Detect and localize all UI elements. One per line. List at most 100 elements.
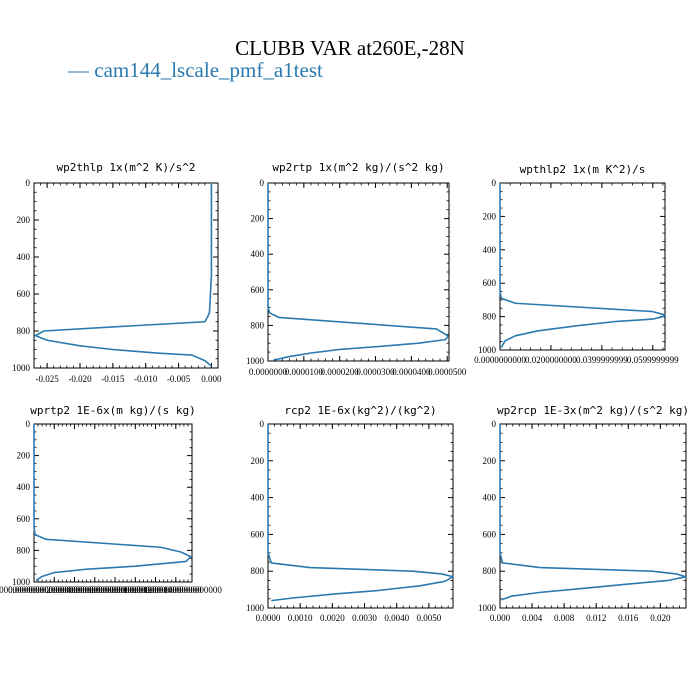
panel-title: wprtp2 1E-6x(m kg)/(s kg) (30, 404, 196, 417)
x-tick-label: 0.020 (650, 613, 671, 623)
chart-panel-2: wp2rtp 1x(m^2 kg)/(s^2 kg) 0 200 400 600 800 1… (246, 161, 467, 377)
y-tick-label: 800 (17, 326, 31, 336)
x-tick-label: 0.0000001000000000000 (89, 585, 182, 595)
panel-title: wp2rtp 1x(m^2 kg)/(s^2 kg) (272, 161, 444, 174)
y-tick-label: 800 (251, 566, 265, 576)
y-tick-label: 1000 (12, 577, 31, 587)
chart-panel-5: rcp2 1E-6x(kg^2)/(kg^2) 0 200 400 600 800 1000… (246, 404, 454, 623)
x-tick-label: -0.015 (101, 374, 125, 384)
y-tick-label: 0 (260, 178, 265, 188)
y-tick-label: 200 (251, 456, 265, 466)
y-tick-label: 400 (251, 493, 265, 503)
x-tick-label: 0.012 (586, 613, 606, 623)
x-tick-label: 0.008 (554, 613, 575, 623)
x-tick-label: 0.0020 (320, 613, 345, 623)
y-tick-label: 600 (483, 278, 497, 288)
y-tick-label: 0 (492, 419, 497, 429)
x-tick-label: 0.0000200 (321, 367, 360, 377)
figure-title: CLUBB VAR at260E,-28N (235, 36, 465, 60)
x-tick-label: 0.0010 (288, 613, 313, 623)
x-tick-label: 0.0030 (352, 613, 377, 623)
x-tick-label: 0.0599999999 (627, 355, 679, 365)
y-tick-label: 400 (17, 252, 31, 262)
panel-title: rcp2 1E-6x(kg^2)/(kg^2) (284, 404, 436, 417)
series-line-1 (267, 424, 454, 602)
y-tick-label: 600 (251, 285, 265, 295)
series-line-1 (34, 183, 213, 367)
y-tick-label: 1000 (246, 603, 265, 613)
panel-title: wp2thlp 1x(m^2 K)/s^2 (56, 161, 195, 174)
y-tick-label: 0 (26, 419, 31, 429)
y-tick-label: 0 (26, 178, 31, 188)
y-tick-label: 400 (17, 482, 31, 492)
plot-frame (267, 423, 454, 609)
y-tick-label: 1000 (246, 356, 265, 366)
x-tick-label: 0.0000000800000000000 (69, 585, 162, 595)
plot-frame (267, 182, 450, 362)
y-tick-label: 800 (483, 312, 497, 322)
x-tick-label: -0.010 (134, 374, 158, 384)
x-tick-label: 0.0040 (384, 613, 409, 623)
y-tick-label: 400 (251, 249, 265, 259)
y-tick-label: 800 (17, 545, 31, 555)
y-tick-label: 200 (483, 456, 497, 466)
x-tick-label: 0.0200000000 (525, 355, 577, 365)
x-tick-label: 0.000 (201, 374, 222, 384)
series-line-1 (267, 183, 450, 361)
x-tick-label: 0.0000000200000000000 (8, 585, 101, 595)
x-tick-label: 0.0000001400000000000 (130, 585, 223, 595)
x-tick-label: 0.016 (618, 613, 639, 623)
y-tick-label: 800 (251, 320, 265, 330)
plot-frame (33, 423, 193, 583)
legend: — cam144_lscale_pmf_a1test (68, 58, 323, 83)
y-tick-label: 200 (251, 214, 265, 224)
x-tick-label: 0.0050 (416, 613, 441, 623)
panel-title: wp2rcp 1E-3x(m^2 kg)/(s^2 kg) (497, 404, 689, 417)
y-tick-label: 200 (483, 211, 497, 221)
chart-panel-6: wp2rcp 1E-3x(m^2 kg)/(s^2 kg)0 200 400 600 8… (478, 404, 689, 623)
x-tick-label: 0.0399999999 (576, 355, 628, 365)
series-line-1 (499, 424, 687, 601)
y-tick-label: 600 (483, 529, 497, 539)
y-tick-label: 0 (492, 178, 497, 188)
x-tick-label: 0.0000000000 (474, 355, 526, 365)
series-line-1 (33, 424, 192, 582)
legend-entry-label: cam144_lscale_pmf_a1test (94, 58, 323, 82)
x-tick-label: 0.0000000 (249, 367, 288, 377)
x-tick-label: 0.000 (490, 613, 511, 623)
y-tick-label: 400 (483, 493, 497, 503)
y-tick-label: 400 (483, 245, 497, 255)
chart-panel-3: wpthlp2 1x(m K^2)/s 0 200 400 600 800 10000.00… (474, 163, 679, 365)
x-tick-label: 0.0000001200000000000 (109, 585, 202, 595)
y-tick-label: 200 (17, 215, 31, 225)
y-tick-label: 1000 (478, 345, 497, 355)
panel-title: wpthlp2 1x(m K^2)/s (520, 163, 646, 176)
chart-panel-1: wp2thlp 1x(m^2 K)/s^2 0 200 400 600 800 1000 -0… (12, 161, 222, 384)
x-tick-label: 0.0000 (256, 613, 281, 623)
x-tick-label: 0.0000100 (285, 367, 324, 377)
x-tick-label: 0.004 (522, 613, 543, 623)
x-tick-label: 0.0000500 (428, 367, 467, 377)
y-tick-label: 600 (251, 529, 265, 539)
y-tick-label: 600 (17, 514, 31, 524)
y-tick-label: 1000 (478, 603, 497, 613)
legend-swatch: — (68, 58, 95, 82)
y-tick-label: 200 (17, 451, 31, 461)
plot-frame (33, 182, 219, 369)
y-tick-label: 600 (17, 289, 31, 299)
x-tick-label: -0.025 (36, 374, 60, 384)
series-line-1 (499, 183, 666, 348)
x-tick-label: 0.0000300 (356, 367, 395, 377)
y-tick-label: 0 (260, 419, 265, 429)
y-tick-label: 1000 (12, 363, 31, 373)
x-tick-label: -0.005 (167, 374, 191, 384)
x-tick-label: 0.0000400 (392, 367, 431, 377)
x-tick-label: 0.0000000600000000000 (49, 585, 142, 595)
y-tick-label: 800 (483, 566, 497, 576)
x-tick-label: -0.020 (68, 374, 92, 384)
plot-frame (499, 423, 687, 609)
x-tick-label: 0.0000000400000000000 (28, 585, 121, 595)
